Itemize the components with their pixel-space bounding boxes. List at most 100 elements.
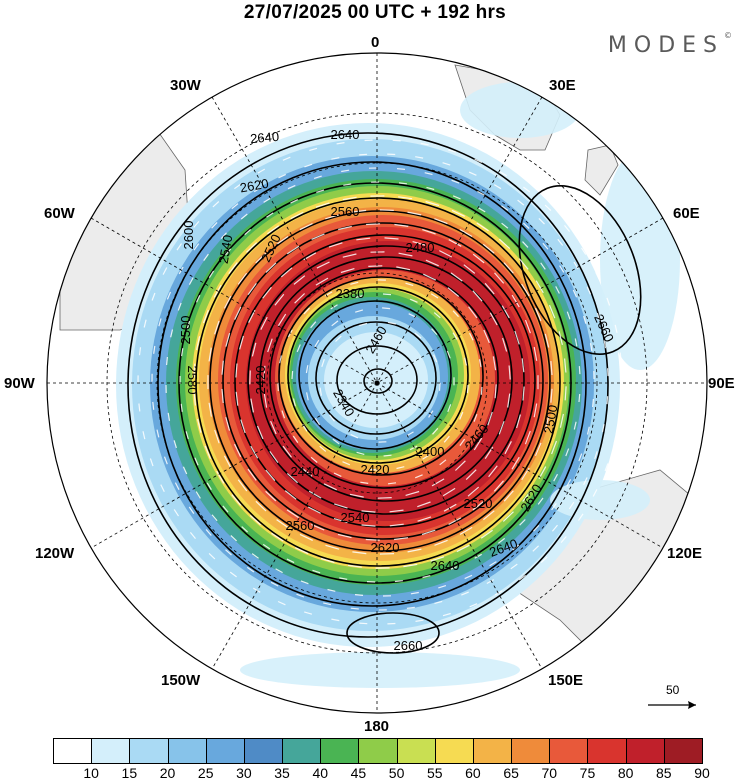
wind-vector xyxy=(487,411,493,426)
wind-vector xyxy=(508,365,511,380)
wind-vector xyxy=(512,544,520,551)
wind-vector xyxy=(186,320,191,329)
wind-vector xyxy=(389,523,404,527)
contour-label: 2520 xyxy=(464,496,493,511)
colorbar-swatch xyxy=(587,738,627,764)
wind-vector xyxy=(452,310,459,318)
lon-label-150w: 150W xyxy=(161,672,201,689)
wind-vector xyxy=(331,618,340,622)
wind-vector xyxy=(282,445,292,458)
wind-vector xyxy=(423,273,437,281)
wind-vector xyxy=(517,199,525,206)
colorbar-label: 10 xyxy=(83,765,99,781)
wind-vector xyxy=(533,346,538,361)
wind-vector xyxy=(448,517,462,526)
wind-vector xyxy=(501,222,509,229)
wind-vector xyxy=(355,309,364,313)
wind-vector xyxy=(583,315,587,324)
wind-vector xyxy=(352,551,367,555)
wind-vector xyxy=(415,619,424,622)
map-title: 27/07/2025 00 UTC + 192 hrs xyxy=(243,2,507,23)
wind-vector xyxy=(433,354,438,363)
wind-vector xyxy=(235,391,239,406)
wind-vector xyxy=(352,209,367,213)
wind-vector xyxy=(580,247,587,255)
wind-vector xyxy=(493,480,504,492)
wind-vector xyxy=(450,272,463,282)
wind-vector xyxy=(406,431,414,437)
wind-vector xyxy=(553,473,559,482)
wind-vector xyxy=(406,606,415,609)
wind-vector xyxy=(222,505,229,513)
speed-patch-south xyxy=(240,652,520,688)
wind-vector xyxy=(550,388,553,403)
wind-vector xyxy=(347,564,362,568)
wind-vector xyxy=(478,359,482,368)
wind-vector xyxy=(182,466,188,475)
wind-vector xyxy=(313,175,322,179)
wind-vector xyxy=(387,321,397,325)
wind-vector xyxy=(257,168,266,174)
wind-vector xyxy=(195,294,201,303)
wind-vector xyxy=(483,329,490,344)
wind-vector xyxy=(465,469,477,481)
wind-vector xyxy=(263,197,271,203)
wind-vector xyxy=(573,421,577,430)
wind-vector xyxy=(338,225,352,231)
wind-vector xyxy=(286,509,300,519)
wind-vector xyxy=(320,557,335,564)
wind-vector xyxy=(321,359,325,367)
wind-vector xyxy=(319,387,322,396)
wind-vector xyxy=(415,156,424,159)
contour-label: 2420 xyxy=(361,462,390,477)
wind-vector xyxy=(230,535,238,542)
wind-vector xyxy=(195,491,201,499)
wind-vector xyxy=(277,600,286,606)
wind-vector xyxy=(303,252,317,261)
wind-vector xyxy=(253,186,262,193)
wind-vector xyxy=(265,469,276,482)
wind-vector xyxy=(396,266,411,271)
wind-vector xyxy=(216,470,225,484)
wind-vector xyxy=(281,410,286,419)
wind-vector xyxy=(396,466,405,470)
wind-vector xyxy=(233,443,242,457)
wind-vector xyxy=(417,516,432,522)
wind-vector xyxy=(463,264,476,274)
wind-vector xyxy=(162,267,168,275)
wind-vector xyxy=(292,398,296,407)
wind-vector xyxy=(521,283,530,297)
contour-label: 2640 xyxy=(431,558,460,573)
wind-vector xyxy=(472,253,485,264)
wind-vector xyxy=(477,207,486,213)
wind-vectors xyxy=(137,139,623,625)
wind-vector xyxy=(409,298,418,303)
wind-vector xyxy=(468,306,478,319)
wind-vector xyxy=(382,293,392,296)
wind-vector xyxy=(383,454,392,457)
wind-vector xyxy=(223,295,232,309)
contour-label: 2660 xyxy=(394,638,423,653)
wind-vector xyxy=(486,579,495,585)
colorbar-label: 75 xyxy=(579,765,596,781)
wind-vector xyxy=(193,243,200,251)
wind-vector xyxy=(152,401,155,410)
wind-vector xyxy=(193,221,200,228)
wind-vector xyxy=(225,416,231,431)
colorbar-swatch xyxy=(320,738,360,764)
lon-label-30w: 30W xyxy=(170,77,201,94)
wind-vector xyxy=(365,538,380,541)
wind-vector xyxy=(170,329,174,338)
colorbar-swatch xyxy=(434,738,474,764)
wind-vector xyxy=(276,519,289,529)
wind-vector xyxy=(521,358,525,373)
wind-vector xyxy=(534,442,542,457)
colorbar-swatch xyxy=(282,738,322,764)
wind-vector xyxy=(296,344,301,353)
brand-logo: MODES© xyxy=(608,31,732,58)
wind-vector xyxy=(474,158,483,164)
wind-vector xyxy=(595,271,600,280)
contour-label: 2540 xyxy=(216,234,236,265)
wind-vector xyxy=(316,261,330,269)
wind-vector xyxy=(354,594,364,596)
